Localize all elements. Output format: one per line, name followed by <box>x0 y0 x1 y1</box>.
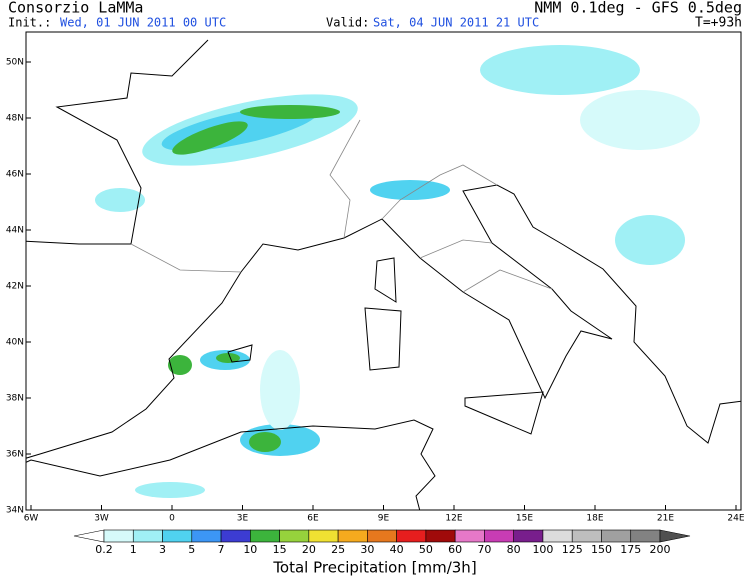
colorbar-box <box>308 529 339 543</box>
colorbar-box <box>279 529 310 543</box>
colorbar-level: 5 <box>188 543 195 556</box>
lon-label: 15E <box>516 514 533 524</box>
lon-label: 6E <box>307 514 319 524</box>
lat-label: 46N <box>6 170 24 180</box>
valid-time: Sat, 04 JUN 2011 21 UTC <box>373 16 539 30</box>
model-title: NMM 0.1deg - GFS 0.5deg <box>534 0 742 17</box>
colorbar-level: 60 <box>448 543 462 556</box>
lat-label: 42N <box>6 282 24 292</box>
colorbar-arrow-low <box>73 529 105 543</box>
colorbar-level: 50 <box>419 543 433 556</box>
colorbar-level: 70 <box>477 543 491 556</box>
lat-label: 36N <box>6 450 24 460</box>
lon-label: 24E <box>727 514 744 524</box>
colorbar-box <box>250 529 280 543</box>
colorbar-level: 10 <box>243 543 257 556</box>
map-area <box>25 31 742 511</box>
colorbar-title: Total Precipitation [mm/3h] <box>272 559 476 577</box>
coastlines <box>26 39 741 510</box>
source-title: Consorzio LaMMa <box>8 0 143 17</box>
colorbar-box <box>571 529 602 543</box>
lat-label: 48N <box>6 114 24 124</box>
colorbar-level: 100 <box>532 543 553 556</box>
lon-label: 18E <box>586 514 603 524</box>
colorbar-box <box>542 529 573 543</box>
lon-label: 3W <box>94 514 109 524</box>
colorbar-level: 20 <box>302 543 316 556</box>
colorbar-box <box>367 529 397 543</box>
colorbar-level: 150 <box>591 543 612 556</box>
lon-label: 9E <box>378 514 390 524</box>
lon-label: 0 <box>169 514 175 524</box>
precipitation <box>95 45 700 498</box>
colorbar-box <box>513 529 544 543</box>
lon-label: 3E <box>237 514 249 524</box>
lat-label: 38N <box>6 394 24 404</box>
valid-label: Valid: <box>326 16 369 30</box>
lon-label: 21E <box>657 514 674 524</box>
colorbar: 0.2 1 3 5 7 10 15 20 25 30 40 50 60 70 80 100 125 150 175 2… <box>73 529 691 556</box>
colorbar-level: 25 <box>331 543 345 556</box>
colorbar-level: 30 <box>360 543 374 556</box>
colorbar-level: 1 <box>130 543 137 556</box>
colorbar-box <box>425 529 456 543</box>
init-label: Init.: <box>8 16 51 30</box>
colorbar-box <box>220 529 251 543</box>
colorbar-box <box>484 529 514 543</box>
colorbar-box <box>601 529 632 543</box>
colorbar-level: 175 <box>620 543 641 556</box>
colorbar-level: 3 <box>159 543 166 556</box>
colorbar-level: 200 <box>650 543 671 556</box>
colorbar-box <box>454 529 485 543</box>
colorbar-level: 80 <box>507 543 521 556</box>
colorbar-box <box>162 529 193 543</box>
colorbar-box <box>132 529 163 543</box>
colorbar-level: 7 <box>218 543 225 556</box>
lat-label: 44N <box>6 226 24 236</box>
colorbar-level: 15 <box>273 543 287 556</box>
borders <box>130 119 553 293</box>
lon-label: 6W <box>24 514 39 524</box>
colorbar-level: 125 <box>562 543 583 556</box>
colorbar-arrow-high <box>659 529 691 543</box>
lat-label: 34N <box>6 506 24 516</box>
colorbar-box <box>396 529 427 543</box>
init-time: Wed, 01 JUN 2011 00 UTC <box>60 16 226 30</box>
colorbar-level: 0.2 <box>95 543 113 556</box>
colorbar-box <box>630 529 661 543</box>
colorbar-level: 40 <box>390 543 404 556</box>
lon-label: 12E <box>445 514 462 524</box>
lat-label: 50N <box>6 58 24 68</box>
forecast-step: T=+93h <box>695 16 742 31</box>
lat-label: 40N <box>6 338 24 348</box>
colorbar-box <box>103 529 134 543</box>
colorbar-box <box>337 529 368 543</box>
colorbar-box <box>191 529 222 543</box>
